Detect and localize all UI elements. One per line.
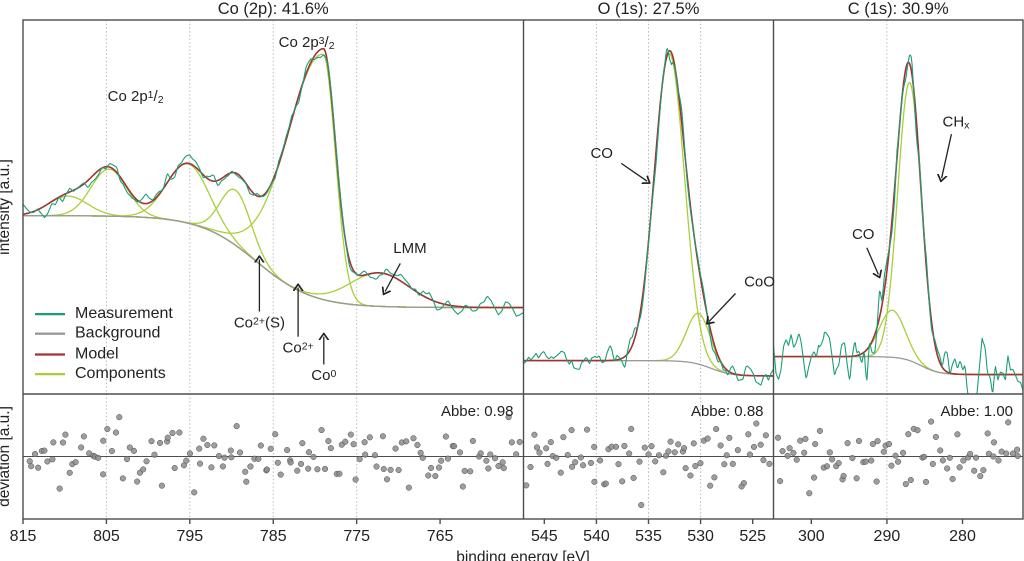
svg-text:Measurement: Measurement [75, 305, 173, 322]
svg-text:Abbe: 0.88: Abbe: 0.88 [691, 403, 764, 420]
svg-text:815: 815 [10, 528, 37, 545]
svg-text:805: 805 [93, 528, 120, 545]
svg-text:775: 775 [343, 528, 370, 545]
svg-text:CO: CO [852, 226, 875, 243]
svg-text:290: 290 [874, 528, 901, 545]
svg-text:deviation [a.u.]: deviation [a.u.] [0, 406, 13, 507]
svg-text:Abbe: 1.00: Abbe: 1.00 [940, 403, 1013, 420]
svg-text:Co (2p): 41.6%: Co (2p): 41.6% [218, 0, 329, 18]
svg-text:535: 535 [635, 528, 662, 545]
svg-text:300: 300 [798, 528, 825, 545]
svg-text:Background: Background [75, 325, 160, 342]
svg-text:Abbe: 0.98: Abbe: 0.98 [441, 403, 514, 420]
svg-text:Model: Model [75, 346, 119, 363]
svg-text:530: 530 [687, 528, 714, 545]
svg-text:binding energy [eV]: binding energy [eV] [456, 549, 590, 561]
svg-text:765: 765 [427, 528, 454, 545]
svg-text:LMM: LMM [393, 240, 426, 257]
svg-text:Co 2p3/2: Co 2p3/2 [279, 34, 335, 52]
svg-text:540: 540 [583, 528, 610, 545]
svg-text:545: 545 [531, 528, 558, 545]
svg-text:intensity [a.u.]: intensity [a.u.] [0, 159, 13, 255]
svg-text:280: 280 [949, 528, 976, 545]
svg-text:Co 2p1/2: Co 2p1/2 [108, 88, 164, 106]
svg-text:525: 525 [739, 528, 766, 545]
svg-text:CO: CO [590, 145, 613, 162]
svg-text:Components: Components [75, 365, 166, 382]
svg-text:795: 795 [176, 528, 203, 545]
svg-text:C (1s): 30.9%: C (1s): 30.9% [848, 0, 949, 18]
svg-text:785: 785 [260, 528, 287, 545]
svg-text:O (1s): 27.5%: O (1s): 27.5% [598, 0, 700, 18]
svg-text:CoO: CoO [744, 273, 775, 290]
